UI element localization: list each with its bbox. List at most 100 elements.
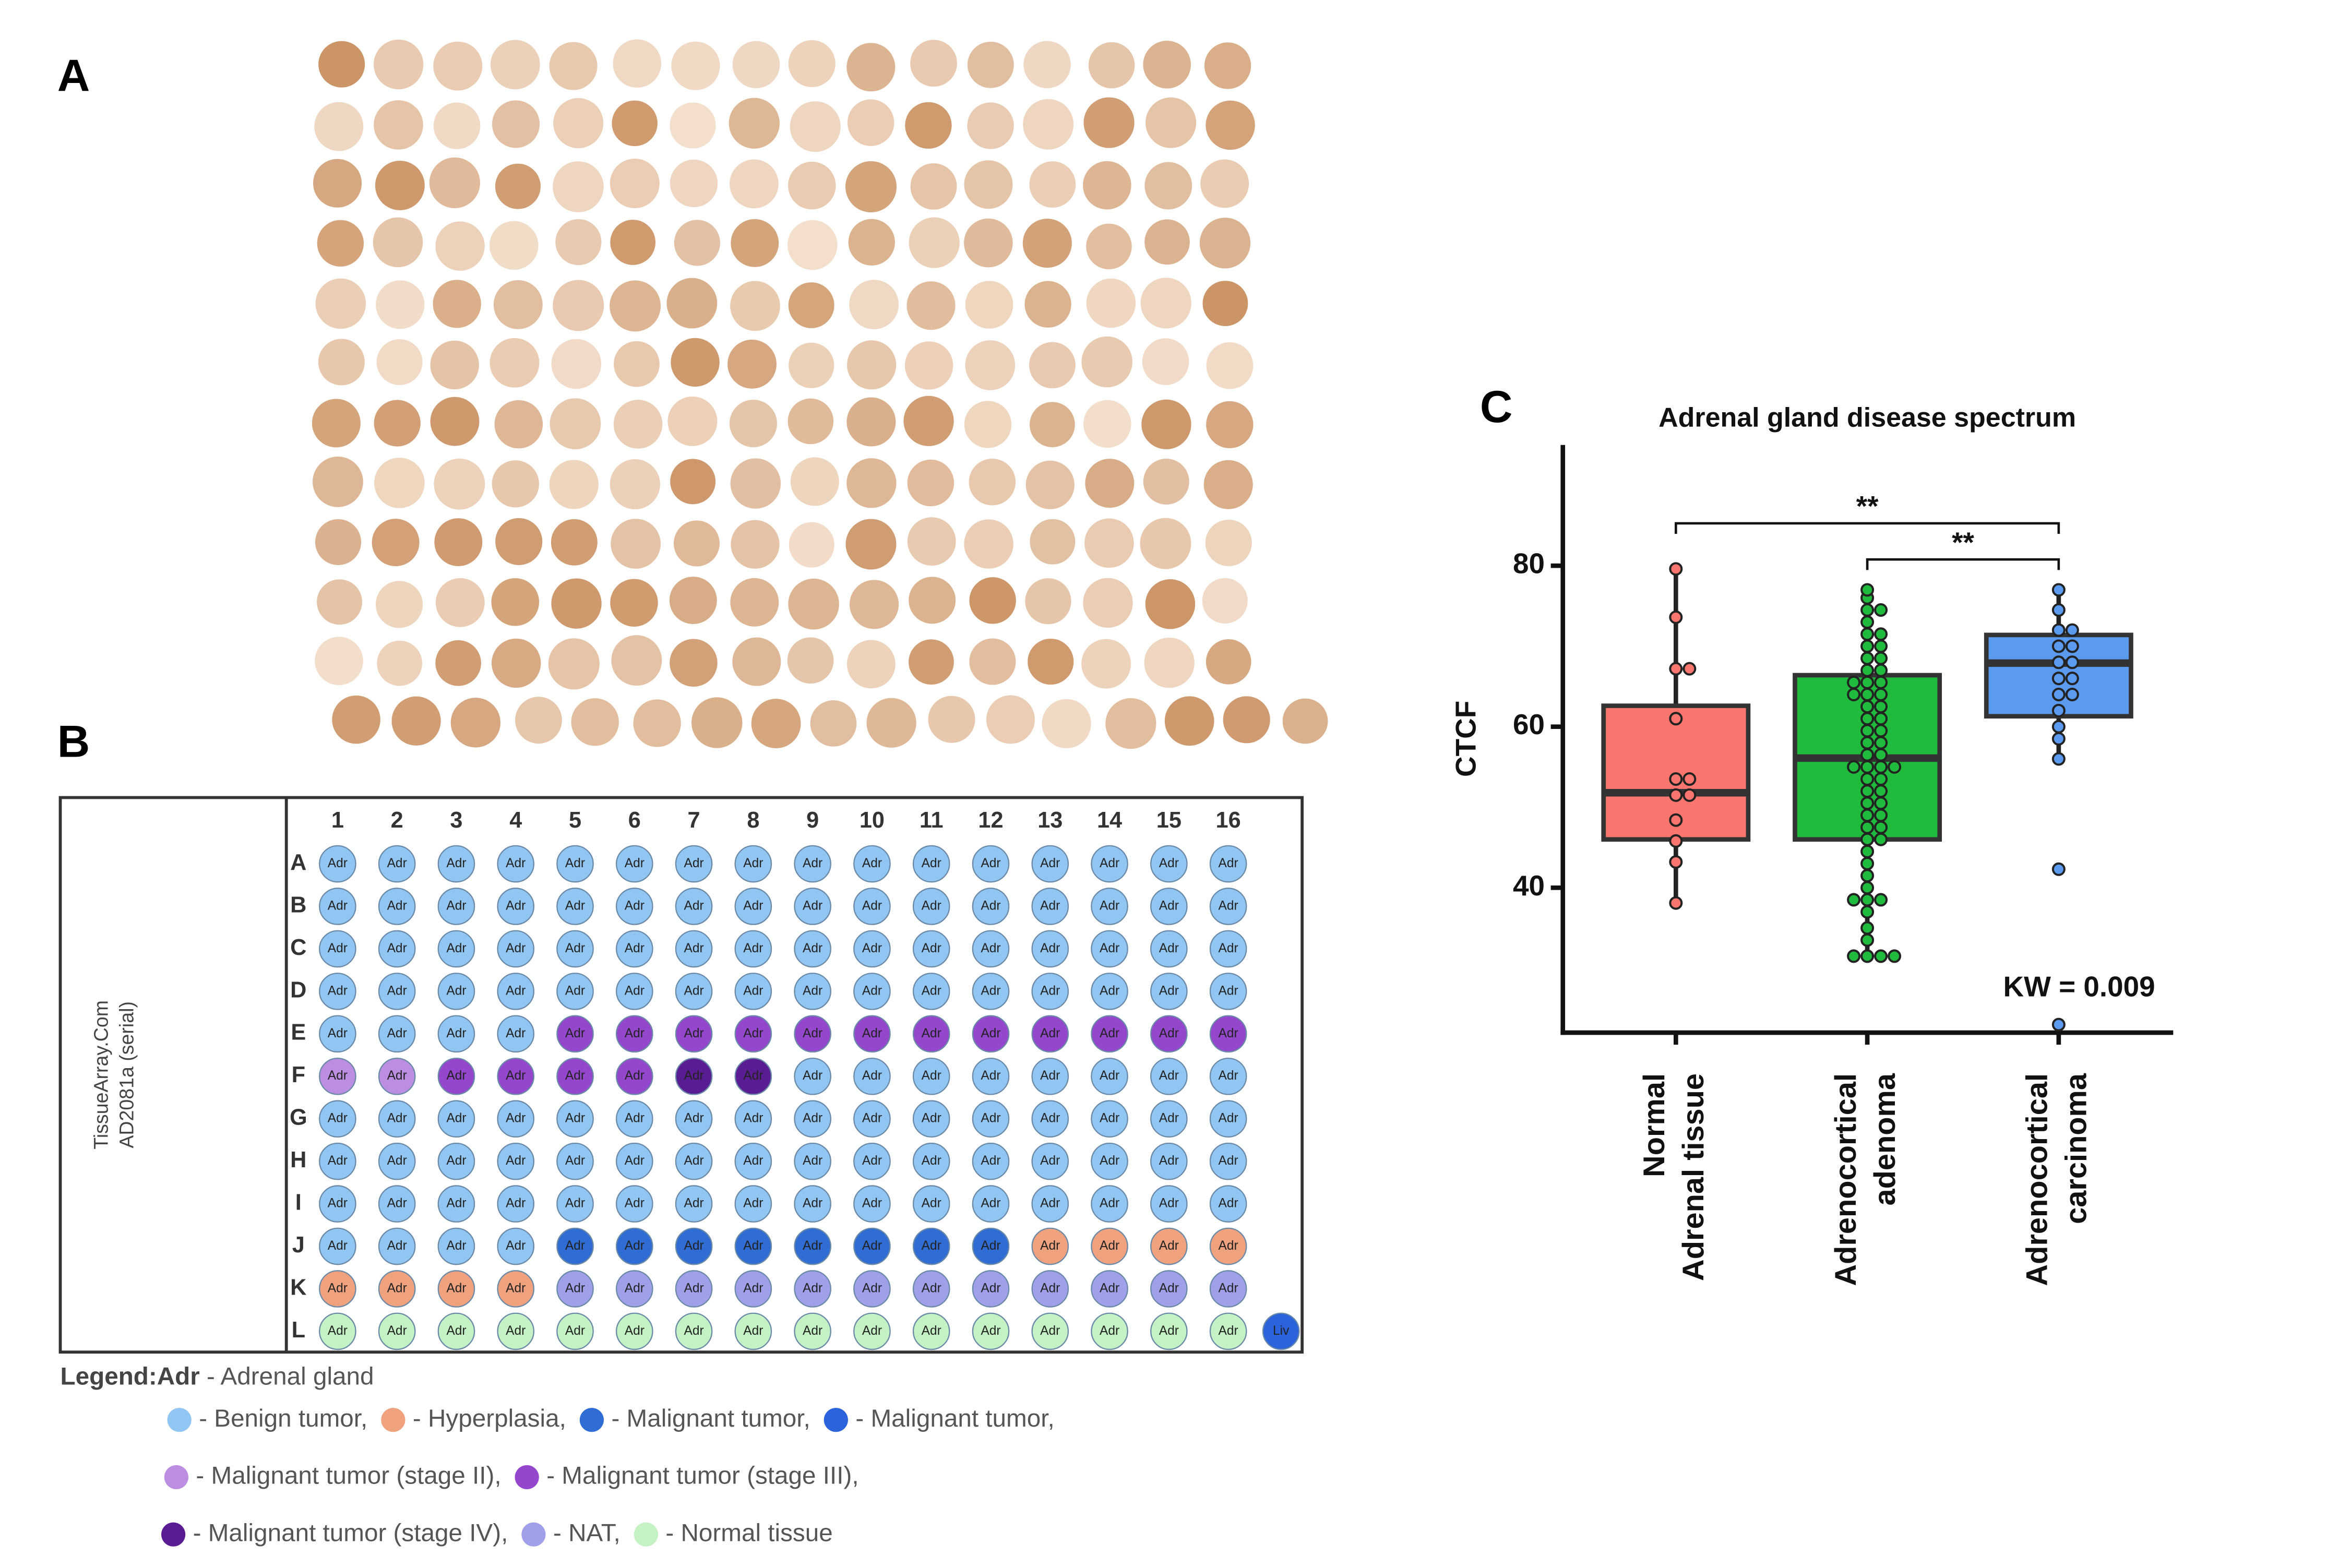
cell-label: Adr: [1040, 1026, 1060, 1040]
cell-label: Adr: [1100, 1026, 1119, 1040]
array-cell: [556, 1057, 594, 1095]
cell-label: Adr: [506, 941, 526, 955]
legend-swatch: [521, 1522, 546, 1547]
array-cell: [1150, 1185, 1188, 1223]
cell-label: Adr: [1159, 1196, 1179, 1211]
array-cell: [378, 1227, 416, 1265]
array-cell: [556, 1312, 594, 1350]
array-cell: [1091, 845, 1128, 883]
cell-label: Adr: [625, 1196, 645, 1211]
array-cell: [556, 1227, 594, 1265]
data-point: [1860, 639, 1875, 653]
array-cell: [1031, 888, 1069, 925]
array-cell: [378, 1100, 416, 1138]
tissue-core: [377, 640, 423, 686]
row-label: C: [290, 935, 306, 960]
array-cell: [378, 845, 416, 883]
tissue-core: [732, 41, 780, 89]
data-point: [2051, 862, 2066, 876]
tissue-core: [1084, 518, 1134, 568]
tissue-core: [849, 580, 899, 629]
array-cell: [1091, 1312, 1128, 1350]
column-label: 4: [509, 808, 522, 833]
array-cell: [972, 1312, 1010, 1350]
array-cell: [972, 1185, 1010, 1223]
array-cell: [794, 1270, 831, 1308]
array-cell: [1209, 1227, 1247, 1265]
cell-label: Adr: [1159, 941, 1179, 955]
data-point: [2051, 703, 2066, 717]
tissue-core: [549, 42, 598, 90]
cell-label: Adr: [684, 984, 703, 998]
array-cell: [912, 930, 950, 968]
array-cell: [675, 973, 713, 1010]
array-cell: [675, 1057, 713, 1095]
array-cell: [556, 1142, 594, 1180]
array-cell: [497, 845, 535, 883]
cell-label: Adr: [922, 1324, 941, 1338]
data-point: [2051, 583, 2066, 597]
array-cell: [794, 1057, 831, 1095]
array-cell: [853, 930, 891, 968]
tissue-core: [965, 340, 1016, 390]
data-point: [1669, 562, 1683, 576]
row-label: E: [291, 1020, 306, 1045]
array-cell: [912, 1142, 950, 1180]
tissue-core: [434, 458, 485, 510]
array-cell: [972, 1142, 1010, 1180]
array-cell: [615, 1185, 653, 1223]
cell-label: Adr: [803, 1154, 822, 1168]
data-point: [2065, 688, 2079, 702]
cell-label: Adr: [1040, 1281, 1060, 1295]
tissue-core: [969, 638, 1016, 685]
array-cell: [615, 1057, 653, 1095]
cell-label: Adr: [922, 1026, 941, 1040]
tissue-core: [730, 458, 781, 509]
tissue-core: [730, 578, 779, 627]
array-cell: [1031, 1312, 1069, 1350]
cell-label: Adr: [387, 1111, 407, 1126]
legend-code: Adr: [157, 1362, 200, 1390]
tissue-core: [667, 396, 718, 446]
array-cell: [734, 1057, 772, 1095]
tissue-core: [1202, 578, 1248, 624]
row-label: G: [290, 1105, 307, 1130]
tissue-core: [434, 518, 483, 566]
tissue-core: [1199, 218, 1251, 269]
cell-label: Adr: [981, 1111, 1000, 1126]
array-cell: [1150, 1227, 1188, 1265]
tissue-core: [1085, 459, 1135, 508]
cell-label: Adr: [862, 941, 882, 955]
cell-label: Adr: [803, 1026, 822, 1040]
array-cell: [912, 1057, 950, 1095]
array-cell: [437, 930, 475, 968]
tissue-core: [495, 163, 541, 209]
tissue-core: [967, 41, 1014, 88]
array-cell: [1091, 930, 1128, 968]
tissue-core: [1025, 460, 1075, 509]
data-point: [1669, 772, 1683, 786]
tissue-core: [670, 159, 718, 208]
array-cell: [1209, 1015, 1247, 1053]
tissue-core: [492, 460, 539, 508]
array-cell: [675, 1185, 713, 1223]
array-cell: [319, 1057, 356, 1095]
array-cell: [1209, 1270, 1247, 1308]
column-label: 16: [1216, 808, 1241, 833]
tissue-core: [669, 577, 717, 624]
tissue-core: [1029, 342, 1076, 389]
data-point: [1874, 663, 1888, 677]
column-label: 14: [1097, 808, 1122, 833]
cell-label: Adr: [328, 899, 348, 913]
array-cell: [497, 1312, 535, 1350]
data-point: [1860, 712, 1875, 726]
cell-label: Adr: [862, 1026, 882, 1040]
tissue-core: [391, 696, 441, 746]
cell-label: Adr: [506, 1111, 526, 1126]
tissue-core: [318, 41, 365, 88]
tissue-core: [788, 161, 836, 210]
cell-label: Adr: [387, 1281, 407, 1295]
array-cell: [1031, 1185, 1069, 1223]
array-cell: [1209, 888, 1247, 925]
